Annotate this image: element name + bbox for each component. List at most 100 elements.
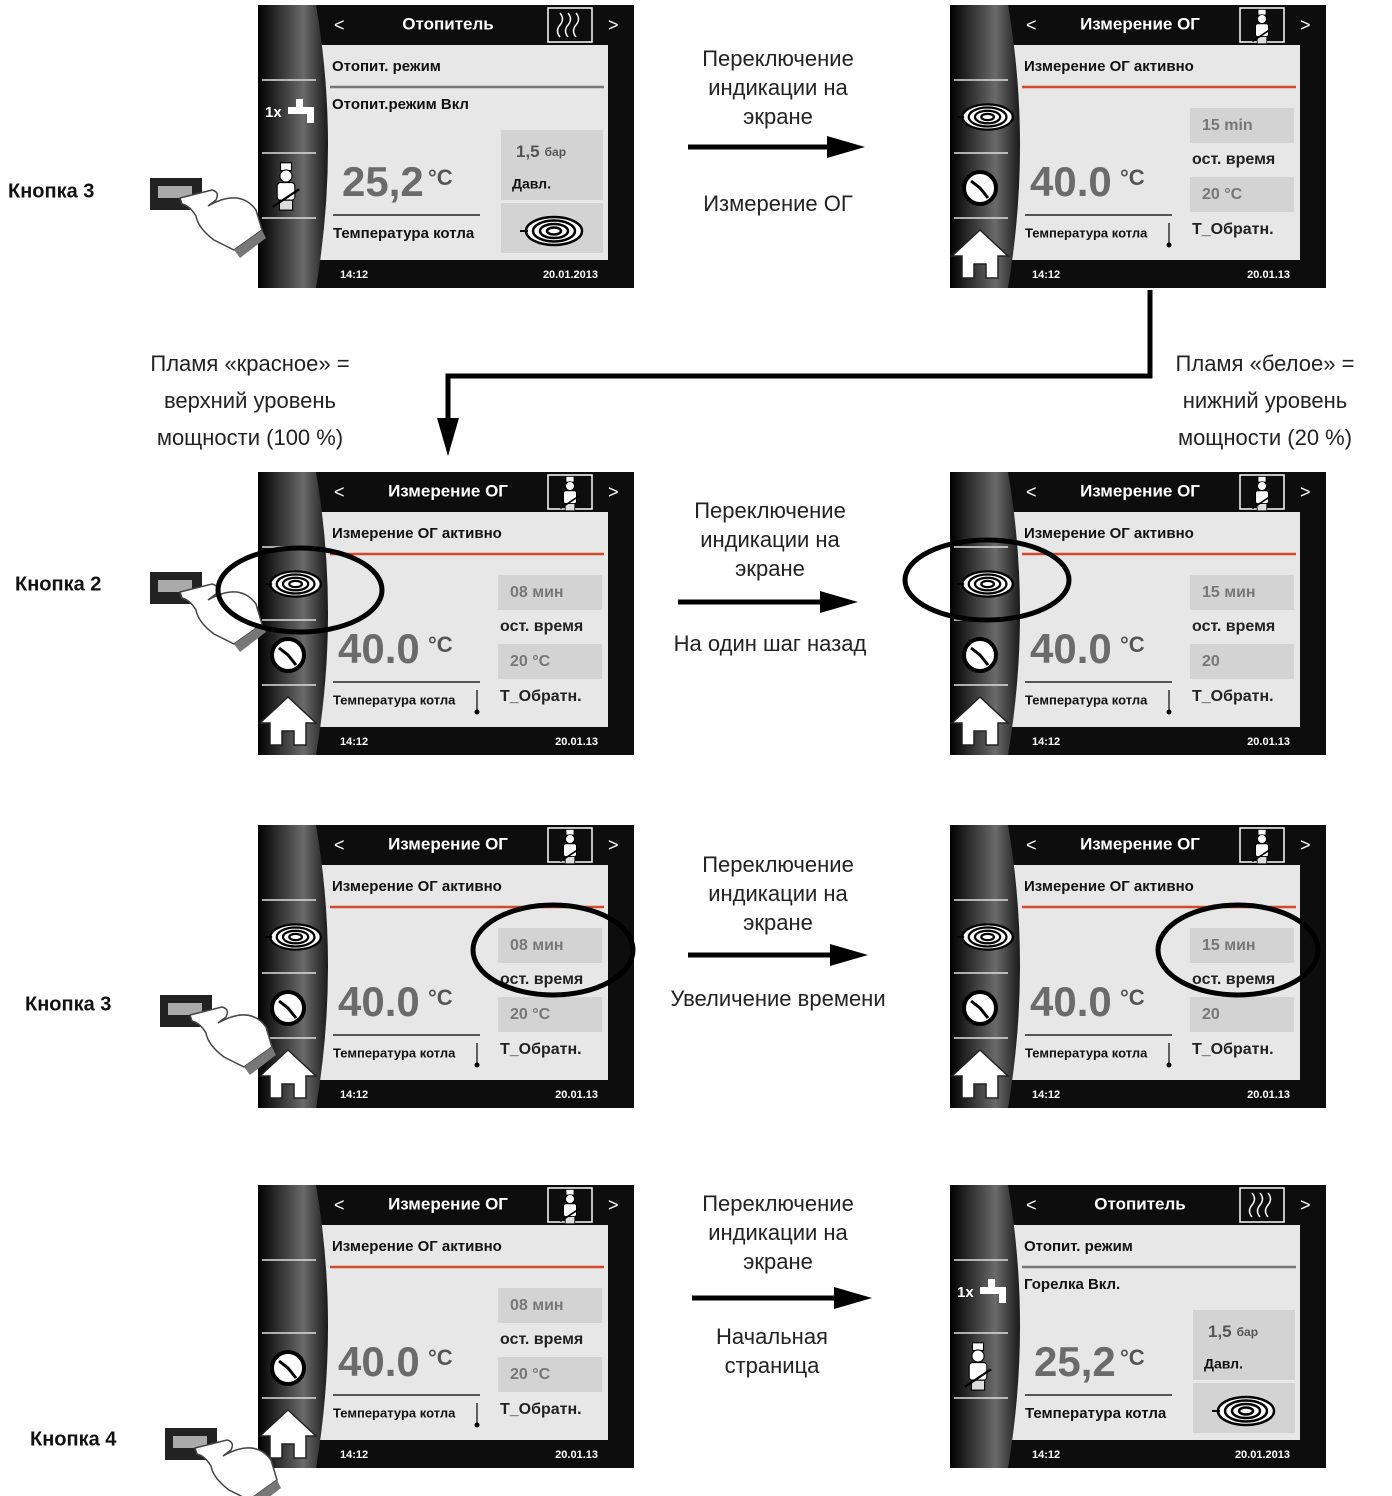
pressure-unit: бар (545, 145, 566, 159)
highlight (1155, 902, 1321, 998)
sweep-head (565, 834, 575, 844)
thermo-bulb (1166, 1062, 1172, 1068)
time: 14:12 (1032, 1449, 1060, 1461)
sweep-head (279, 169, 293, 183)
transition-text: Переключение (694, 498, 846, 523)
button-face (158, 580, 192, 592)
remaining-label: ост. время (1192, 151, 1275, 168)
button-face (158, 186, 192, 198)
header-icon-box (1239, 1187, 1285, 1223)
return-box (498, 644, 602, 679)
button-label: Кнопка 3 (25, 993, 111, 1015)
sweep-hat (1257, 475, 1267, 483)
transition-text: Переключение (702, 852, 854, 877)
clock-hands (970, 179, 990, 199)
screen-mode: Отопит. режим (1024, 1238, 1133, 1255)
temp-label: Температура котла (1025, 1405, 1167, 1422)
sweep-legs (564, 1216, 576, 1225)
sweep-hat (1257, 8, 1267, 16)
flame-ring (980, 112, 996, 122)
nav-next: > (1300, 15, 1311, 35)
screen-title: Отопитель (1094, 1194, 1185, 1213)
sweep-icon (559, 828, 581, 865)
transition-text: экране (743, 910, 813, 935)
sweep-head (1257, 14, 1267, 24)
clock-hands (278, 999, 298, 1019)
faucet-body (288, 107, 314, 114)
remaining: 08 мин (510, 937, 564, 954)
remaining-label: ост. время (500, 971, 583, 988)
return-label: Т_Обратн. (1192, 1041, 1274, 1058)
screen-mode: Измерение ОГ активно (332, 1238, 502, 1255)
button-label: Кнопка 2 (15, 573, 101, 595)
flame-icon (956, 570, 1014, 598)
date: 20.01.13 (1247, 1089, 1290, 1101)
screen: < > Измерение ОГ Измерение ОГ активно 40.0 °C… (258, 1185, 634, 1468)
sweep-icon (1251, 8, 1273, 45)
screen-mode: Измерение ОГ активно (332, 525, 502, 542)
side-label: 1x (957, 1284, 974, 1301)
sweep-ladder (559, 847, 581, 863)
remaining: 08 мин (510, 584, 564, 601)
heat-wave (564, 12, 572, 38)
time: 14:12 (340, 269, 368, 281)
heat-wave (556, 12, 564, 38)
thermo-bulb (474, 1062, 480, 1068)
pressure-label: Давл. (1204, 1356, 1243, 1372)
note-text: мощности (100 %) (157, 425, 343, 450)
screen-title: Измерение ОГ (1080, 481, 1200, 500)
connector (445, 290, 1153, 420)
boiler-temp: 40.0 (1030, 978, 1112, 1025)
flame-icon (956, 923, 1014, 951)
nav-prev: < (334, 1195, 345, 1215)
pressure-label: Давл. (512, 176, 551, 192)
nav-next: > (1300, 1195, 1311, 1215)
return-box (1190, 644, 1294, 679)
remaining-box (1190, 575, 1294, 610)
content-panel (320, 865, 608, 1080)
nav-prev: < (1026, 15, 1037, 35)
transition-text: экране (743, 104, 813, 129)
temp-label: Температура котла (333, 692, 456, 707)
arrow-head (834, 1287, 872, 1309)
thermo-bulb (474, 709, 480, 715)
remaining-box (1190, 928, 1294, 963)
screen-title: Отопитель (402, 14, 493, 33)
flame-ring (288, 932, 304, 942)
screen-mode: Измерение ОГ активно (1024, 878, 1194, 895)
remaining: 15 мин (1202, 584, 1256, 601)
note-text: Пламя «белое» = (1176, 351, 1355, 376)
nav-prev: < (1026, 482, 1037, 502)
screen: < > Измерение ОГ Измерение ОГ активно 40.0 °C… (950, 472, 1326, 755)
return-temp: 20 (1202, 653, 1220, 670)
sidebar (258, 5, 328, 288)
heat-wave (1248, 1192, 1256, 1218)
home-icon (258, 1408, 318, 1459)
flame-ring (288, 579, 304, 589)
date: 20.01.13 (555, 1449, 598, 1461)
faucet-top (988, 1279, 995, 1287)
flame-ring (1237, 1406, 1255, 1416)
sweep-head (565, 481, 575, 491)
transition-text: индикации на (708, 1220, 848, 1245)
temp-unit: °C (1120, 1345, 1145, 1370)
nav-next: > (1300, 835, 1311, 855)
date: 20.01.13 (1247, 269, 1290, 281)
sweep-head (1257, 481, 1267, 491)
screen-mode: Измерение ОГ активно (332, 878, 502, 895)
content-panel (1012, 512, 1300, 727)
temp-unit: °C (428, 985, 453, 1010)
screen-title: Измерение ОГ (1080, 834, 1200, 853)
nav-prev: < (334, 482, 345, 502)
temp-unit: °C (428, 1345, 453, 1370)
remaining-box (498, 575, 602, 610)
button-label: Кнопка 3 (8, 180, 94, 202)
sweep-legs (1256, 856, 1268, 865)
flame-ring (545, 226, 563, 236)
date: 20.01.13 (1247, 736, 1290, 748)
header-icon-box (547, 7, 593, 43)
faucet-top (296, 99, 303, 107)
arrow-head (830, 944, 868, 966)
boiler-temp: 40.0 (338, 625, 420, 672)
return-label: Т_Обратн. (500, 688, 582, 705)
